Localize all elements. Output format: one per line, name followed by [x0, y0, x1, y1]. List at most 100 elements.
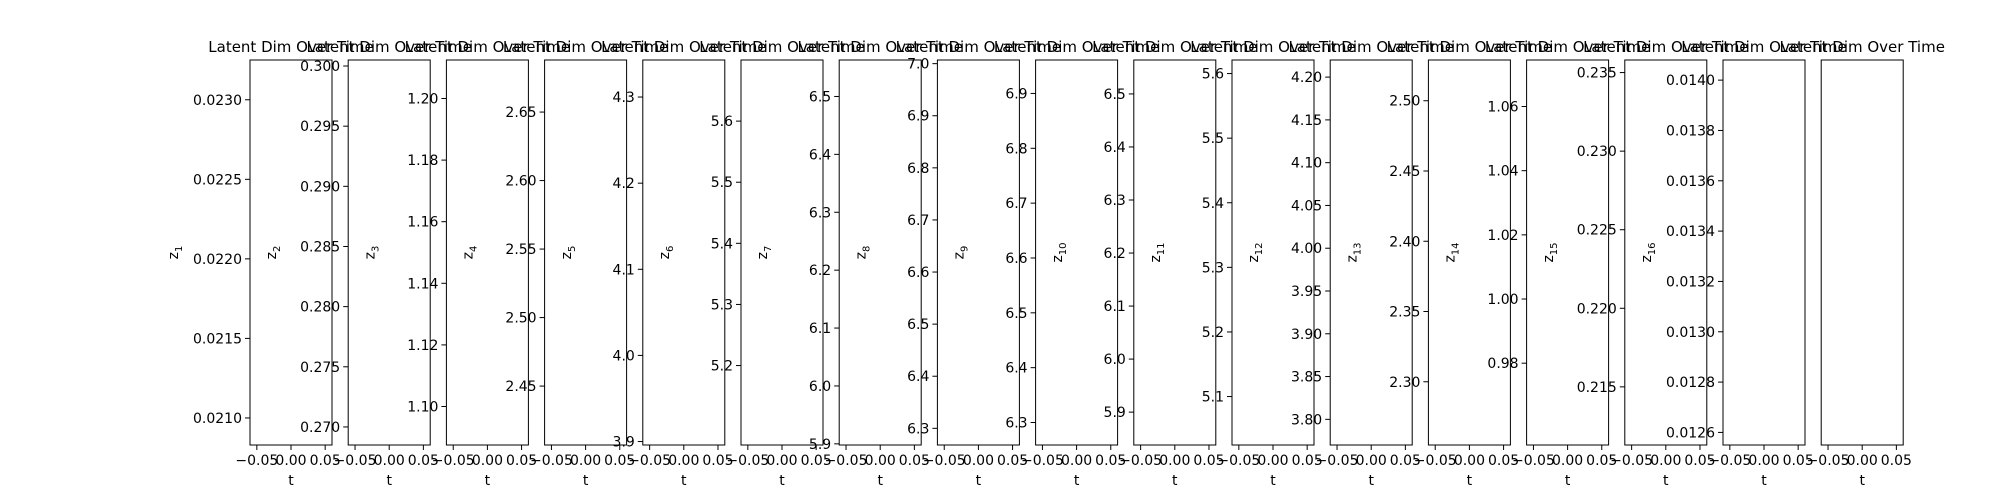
- y-tick-label: 1.12: [407, 338, 438, 354]
- subplot-11: −0.050.00 0.05t5.15.25.35.45.55.6z11Laten…: [1148, 38, 1356, 489]
- y-tick-label: 5.4: [711, 236, 733, 252]
- y-axis-label-base: z: [657, 252, 673, 259]
- subplot-title: Latent Dim Over Time: [601, 38, 766, 56]
- y-tick-label: 6.4: [1104, 140, 1126, 156]
- subplot-title: Latent Dim Over Time: [699, 38, 864, 56]
- y-tick-label: 2.50: [1389, 94, 1420, 110]
- y-axis-label-base: z: [264, 252, 280, 259]
- y-axis-label: z5: [559, 246, 578, 260]
- x-tick-label: −0.05: [628, 453, 671, 469]
- y-tick-label: 0.0225: [193, 172, 242, 188]
- y-tick-label: 6.2: [1104, 246, 1126, 262]
- y-tick-label: 6.7: [1005, 196, 1027, 212]
- y-axis-label-base: z: [559, 252, 575, 259]
- y-tick-label: 5.5: [1202, 131, 1224, 147]
- y-tick-label: 6.4: [809, 147, 831, 163]
- y-tick-label: 2.45: [1389, 164, 1420, 180]
- y-tick-label: 3.80: [1291, 412, 1322, 428]
- y-tick-label: 0.0215: [193, 331, 242, 347]
- y-axis-label-base: z: [461, 252, 477, 259]
- y-tick-label: 2.60: [505, 174, 536, 190]
- y-tick-label: 1.04: [1487, 164, 1518, 180]
- x-tick-label: 0.00: [766, 453, 797, 469]
- y-tick-label: 6.4: [1005, 361, 1027, 377]
- y-tick-label: 2.65: [505, 105, 536, 121]
- y-tick-label: 5.2: [1202, 325, 1224, 341]
- x-tick-label: 0.05: [1586, 453, 1617, 469]
- x-tick-label: −0.05: [825, 453, 868, 469]
- y-tick-label: 0.0230: [193, 93, 242, 109]
- x-tick-label: −0.05: [1414, 453, 1457, 469]
- y-tick-label: 0.0140: [1666, 73, 1715, 89]
- y-tick-label: 5.4: [1202, 196, 1224, 212]
- y-tick-label: 0.230: [1577, 144, 1617, 160]
- x-tick-label: 0.05: [1684, 453, 1715, 469]
- y-tick-label: 6.1: [1104, 299, 1126, 315]
- subplot-title: Latent Dim Over Time: [306, 38, 471, 56]
- x-axis-label: t: [1074, 473, 1080, 489]
- y-tick-label: 4.1: [613, 262, 635, 278]
- y-tick-label: 1.16: [407, 215, 438, 231]
- y-tick-label: 2.45: [505, 379, 536, 395]
- y-tick-label: 0.235: [1577, 66, 1617, 82]
- x-axis-label: t: [485, 473, 491, 489]
- y-axis-label: z1: [166, 246, 185, 260]
- y-tick-label: 6.3: [809, 205, 831, 221]
- y-axis-label-subscript: 8: [861, 246, 872, 252]
- subplot-9: −0.050.00 0.05t6.36.46.56.66.76.86.9z9Lat…: [952, 38, 1160, 489]
- x-tick-label: 0.05: [408, 453, 439, 469]
- x-tick-label: −0.05: [530, 453, 573, 469]
- y-axis-label-subscript: 13: [1352, 242, 1363, 255]
- y-tick-label: 0.220: [1577, 301, 1617, 317]
- y-tick-label: 2.40: [1389, 234, 1420, 250]
- x-tick-label: 0.00: [374, 453, 405, 469]
- y-tick-label: 6.5: [809, 89, 831, 105]
- x-tick-label: 0.00: [1356, 453, 1387, 469]
- y-tick-label: 6.3: [1104, 193, 1126, 209]
- y-tick-label: 6.8: [907, 161, 929, 177]
- x-tick-label: 0.00: [865, 453, 896, 469]
- y-tick-label: 6.6: [907, 265, 929, 281]
- x-tick-label: 0.05: [1783, 453, 1814, 469]
- y-tick-label: 0.285: [300, 239, 340, 255]
- subplot-2: −0.050.00 0.05t0.2700.2750.2800.2850.2900…: [264, 38, 472, 489]
- y-tick-label: 3.9: [613, 435, 635, 451]
- y-axis-label: z11: [1148, 242, 1167, 262]
- x-tick-label: 0.05: [604, 453, 635, 469]
- x-tick-label: 0.05: [1488, 453, 1519, 469]
- subplot-1: −0.050.00 0.05t0.02100.02150.02200.02250.…: [166, 38, 374, 489]
- y-tick-label: 5.9: [1104, 405, 1126, 421]
- y-axis-label: z2: [264, 246, 283, 260]
- y-axis-label-subscript: 14: [1451, 242, 1462, 255]
- y-axis-label: z15: [1541, 242, 1560, 262]
- x-tick-label: 0.05: [310, 453, 341, 469]
- y-axis-label-base: z: [1443, 255, 1459, 262]
- y-tick-label: 7.0: [907, 57, 929, 73]
- y-tick-label: 6.3: [1005, 416, 1027, 432]
- x-tick-label: −0.05: [1217, 453, 1260, 469]
- y-axis-label: z16: [1639, 242, 1658, 262]
- y-axis-label-base: z: [1344, 255, 1360, 262]
- x-axis-label: t: [1172, 473, 1178, 489]
- y-axis-label-subscript: 9: [960, 246, 971, 252]
- x-tick-label: 0.05: [801, 453, 832, 469]
- x-tick-label: 0.00: [963, 453, 994, 469]
- y-tick-label: 5.6: [711, 114, 733, 130]
- y-axis-label-base: z: [1246, 255, 1262, 262]
- y-tick-label: 4.20: [1291, 70, 1322, 86]
- x-axis-label: t: [1368, 473, 1374, 489]
- y-tick-label: 0.98: [1487, 356, 1518, 372]
- y-tick-label: 6.6: [1005, 251, 1027, 267]
- y-tick-label: 5.2: [711, 359, 733, 375]
- y-axis-label-base: z: [1050, 255, 1066, 262]
- y-tick-label: 1.20: [407, 92, 438, 108]
- subplot-title: Latent Dim Over Time: [797, 38, 962, 56]
- subplot-grid: −0.050.00 0.05t0.02100.02150.02200.02250.…: [166, 38, 1945, 489]
- x-axis-label: t: [1467, 473, 1473, 489]
- x-tick-label: 0.00: [275, 453, 306, 469]
- y-axis-label: z10: [1050, 242, 1069, 262]
- x-tick-label: −0.05: [1807, 453, 1850, 469]
- x-tick-label: 0.05: [1390, 453, 1421, 469]
- y-tick-label: 3.90: [1291, 327, 1322, 343]
